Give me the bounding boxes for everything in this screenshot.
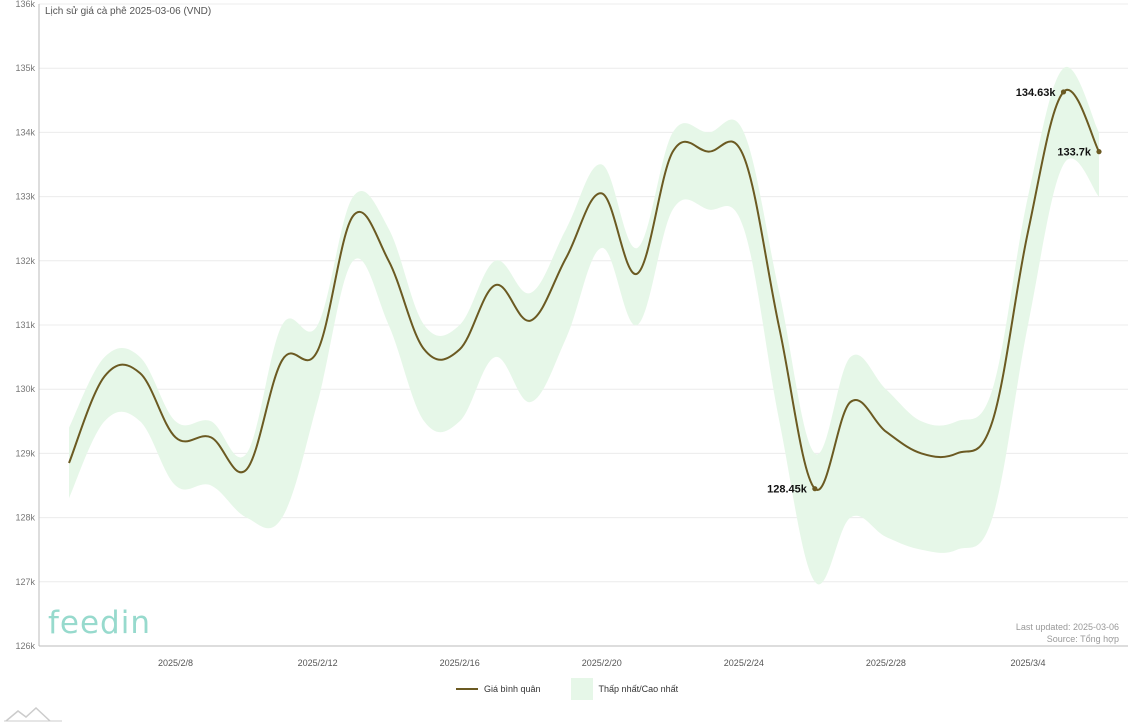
legend: Giá bình quân Thấp nhất/Cao nhất: [456, 678, 678, 700]
y-tick-label: 135k: [15, 63, 35, 73]
y-axis-ticks: 126k 127k 128k 129k 130k 131k 132k 133k 134k 135k…: [15, 0, 35, 651]
y-tick-label: 131k: [15, 320, 35, 330]
axes: [38, 4, 1128, 647]
source: Source: Tổng hợp: [1046, 634, 1119, 644]
last-updated: Last updated: 2025-03-06: [1015, 622, 1119, 632]
y-tick-label: 133k: [15, 192, 35, 202]
x-tick-label: 2025/2/20: [582, 658, 622, 668]
avg-price-path: [68, 88, 1100, 491]
y-tick-label: 130k: [15, 384, 35, 394]
legend-band-swatch[interactable]: [570, 678, 593, 700]
data-label: 134.63k: [1016, 87, 1057, 99]
x-axis-ticks: 2025/2/8 2025/2/12 2025/2/16 2025/2/20 2025/…: [158, 658, 1045, 668]
chart-title: Lịch sử giá cà phê 2025-03-06 (VND): [45, 6, 212, 17]
y-tick-label: 128k: [15, 513, 35, 523]
x-tick-label: 2025/2/24: [724, 658, 764, 668]
y-tick-label: 129k: [15, 448, 35, 458]
x-tick-label: 2025/3/4: [1010, 658, 1045, 668]
x-tick-label: 2025/2/12: [298, 658, 338, 668]
grid-lines: [39, 3, 1128, 647]
mountain-icon: [4, 706, 62, 722]
legend-line-swatch[interactable]: [456, 688, 478, 690]
average-price-line: [68, 88, 1100, 491]
data-label: 133.7k: [1057, 147, 1092, 159]
legend-range-label[interactable]: Thấp nhất/Cao nhất: [598, 684, 679, 694]
range-band: [69, 66, 1099, 585]
data-point[interactable]: [1096, 149, 1102, 155]
data-label: 128.45k: [767, 484, 808, 496]
y-tick-label: 132k: [15, 256, 35, 266]
x-tick-label: 2025/2/28: [866, 658, 906, 668]
low-high-band: [69, 66, 1099, 585]
y-tick-label: 127k: [15, 577, 35, 587]
data-point[interactable]: [1060, 89, 1067, 95]
feedin-logo: feedin: [48, 605, 151, 641]
data-point[interactable]: [812, 486, 818, 492]
y-tick-label: 136k: [15, 0, 35, 9]
y-tick-label: 134k: [15, 127, 35, 137]
legend-avg-label[interactable]: Giá bình quân: [484, 684, 541, 694]
annotated-points: 128.45k 134.63k 133.7k: [767, 87, 1102, 496]
y-tick-label: 126k: [15, 641, 35, 651]
chart-meta: Last updated: 2025-03-06 Source: Tổng hợ…: [1016, 621, 1119, 645]
x-tick-label: 2025/2/8: [158, 658, 193, 668]
x-tick-label: 2025/2/16: [440, 658, 480, 668]
